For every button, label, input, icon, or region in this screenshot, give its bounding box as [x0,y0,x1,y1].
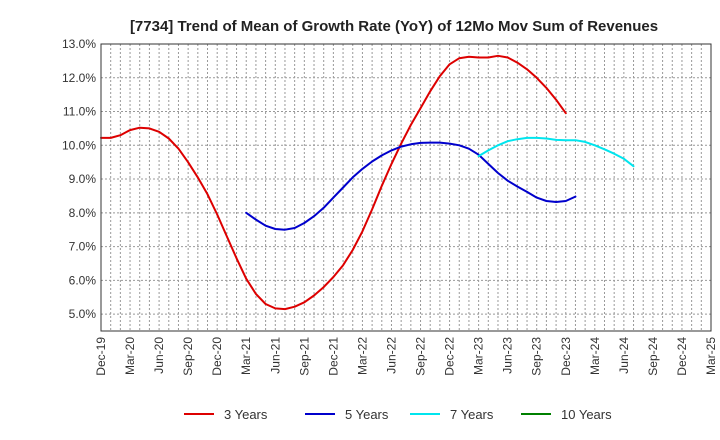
y-tick-label: 12.0% [62,71,96,85]
y-tick-label: 10.0% [62,138,96,152]
x-tick-label: Mar-23 [472,337,486,375]
y-tick-label: 11.0% [63,105,96,119]
x-tick-label: Sep-23 [530,337,544,376]
x-tick-label: Dec-23 [559,337,573,376]
plot-area [100,43,712,332]
x-tick-label: Mar-21 [239,337,253,375]
x-tick-label: Jun-24 [617,337,631,374]
x-tick-label: Sep-24 [646,337,660,376]
x-tick-label: Sep-21 [297,337,311,376]
y-tick-label: 8.0% [69,206,97,220]
x-tick-label: Mar-20 [123,337,137,375]
y-tick-label: 5.0% [69,307,97,321]
x-tick-label: Jun-20 [152,337,166,374]
x-tick-label: Mar-24 [588,337,602,375]
legend-label-10-years: 10 Years [561,407,612,422]
y-tick-label: 7.0% [69,240,97,254]
legend-label-3-years: 3 Years [224,407,268,422]
y-tick-label: 9.0% [69,172,97,186]
y-tick-label: 6.0% [69,273,97,287]
y-tick-label: 13.0% [62,37,96,51]
x-tick-label: Dec-22 [443,337,457,376]
legend: 3 Years 5 Years 7 Years 10 Years [184,407,612,422]
x-tick-label: Mar-25 [704,337,718,375]
x-tick-label: Dec-24 [675,337,689,376]
x-tick-label: Dec-19 [94,337,108,376]
legend-label-7-years: 7 Years [450,407,494,422]
series-line-5-years [245,141,577,231]
x-tick-label: Jun-23 [501,337,515,374]
series-line-3-years [100,54,567,311]
series-group [100,54,635,311]
x-axis: Dec-19 Mar-20 Jun-20 Sep-20 Dec-20 Mar-21 Jun-… [94,337,718,376]
x-tick-label: Dec-20 [210,337,224,376]
x-tick-label: Mar-22 [355,337,369,375]
chart-title: [7734] Trend of Mean of Growth Rate (YoY… [130,18,658,35]
series-line-7-years [477,136,635,168]
x-tick-label: Dec-21 [326,337,340,376]
grid [101,43,711,331]
x-tick-label: Sep-22 [414,337,428,376]
y-axis: 5.0% 6.0% 7.0% 8.0% 9.0% 10.0% 11.0% 12.0% 13.0% [62,37,96,321]
x-tick-label: Sep-20 [181,337,195,376]
x-tick-label: Jun-21 [268,337,282,374]
x-tick-label: Jun-22 [384,337,398,374]
legend-label-5-years: 5 Years [345,407,389,422]
